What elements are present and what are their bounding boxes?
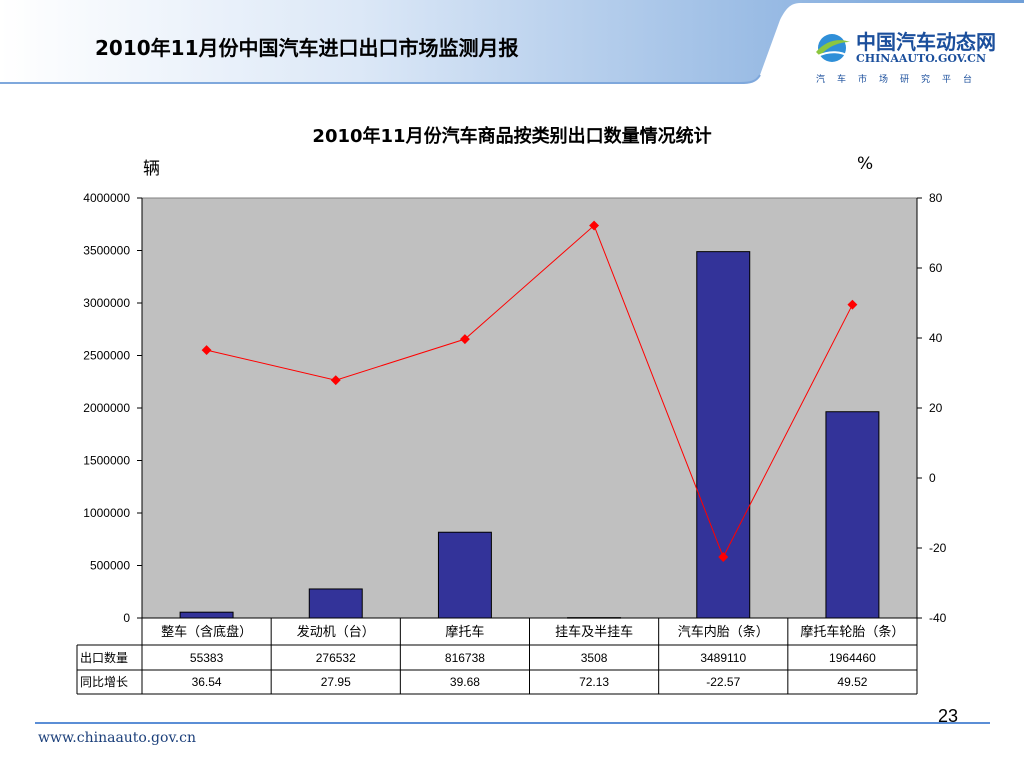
data-label-growth: -22.57 — [706, 675, 740, 689]
logo-english-name: CHINAAUTO.GOV.CN — [856, 52, 986, 65]
growth-line — [206, 224, 853, 559]
data-label-growth: 36.54 — [192, 675, 222, 689]
logo-subtitle: 汽车市场研究平台 — [816, 75, 985, 85]
bar — [696, 251, 751, 619]
y2-tick-label: 40 — [929, 331, 943, 345]
footer-divider — [35, 722, 990, 724]
x-tick-label: 摩托车 — [445, 624, 484, 639]
growth-point — [330, 375, 341, 386]
data-label-export: 3508 — [581, 651, 608, 665]
y-tick-label: 4000000 — [83, 191, 130, 205]
globe-swoosh-icon — [816, 34, 850, 62]
x-tick-label: 整车（含底盘） — [161, 624, 252, 639]
data-label-export: 1964460 — [829, 651, 876, 665]
y2-tick-label: 60 — [929, 261, 943, 275]
chinaauto-logo: 中国汽车动态网 CHINAAUTO.GOV.CN 汽车市场研究平台 — [812, 20, 1012, 90]
x-tick-label: 挂车及半挂车 — [555, 624, 633, 639]
y-tick-label: 3000000 — [83, 296, 130, 310]
y-tick-label: 0 — [123, 611, 130, 625]
y-tick-label: 2000000 — [83, 401, 130, 415]
y2-tick-label: 20 — [929, 401, 943, 415]
legend-label-growth: 同比增长 — [80, 675, 128, 689]
y2-tick-label: -40 — [929, 611, 947, 625]
y-tick-label: 2500000 — [83, 349, 130, 363]
bar — [437, 531, 492, 619]
plot-area — [141, 197, 918, 619]
y2-tick-label: -20 — [929, 541, 947, 555]
growth-point — [718, 552, 729, 562]
footer-url: www.chinaauto.gov.cn — [38, 730, 197, 746]
logo-chinese-name: 中国汽车动态网 — [856, 30, 996, 54]
data-label-growth: 39.68 — [450, 675, 480, 689]
data-label-export: 3489110 — [700, 651, 746, 665]
y-tick-label: 1500000 — [83, 454, 130, 468]
data-label-growth: 27.95 — [321, 675, 351, 689]
data-label-export: 55383 — [190, 651, 224, 665]
data-label-export: 816738 — [445, 651, 485, 665]
chart-title: 2010年11月份汽车商品按类别出口数量情况统计 — [312, 126, 712, 147]
growth-point — [589, 220, 600, 231]
slide-title: 2010年11月份中国汽车进口出口市场监测月报 — [95, 36, 519, 60]
y2-tick-label: 80 — [929, 191, 943, 205]
y-tick-label: 1000000 — [83, 506, 130, 520]
left-axis-unit: 辆 — [143, 159, 160, 179]
x-tick-label: 摩托车轮胎（条） — [800, 624, 904, 639]
bar — [179, 611, 234, 619]
bar — [308, 588, 363, 619]
y2-tick-label: 0 — [929, 471, 936, 485]
y-tick-label: 500000 — [90, 559, 130, 573]
right-axis-unit: % — [857, 154, 874, 174]
legend-label-export: 出口数量 — [80, 650, 128, 665]
growth-point — [201, 345, 212, 356]
growth-point — [847, 299, 858, 310]
header-banner — [0, 0, 1024, 84]
growth-point — [459, 334, 470, 345]
data-label-growth: 72.13 — [579, 675, 609, 689]
bar — [825, 411, 880, 619]
y-tick-label: 3500000 — [83, 244, 130, 258]
x-tick-label: 发动机（台） — [297, 624, 375, 639]
data-label-growth: 49.52 — [837, 675, 867, 689]
x-tick-label: 汽车内胎（条） — [678, 624, 769, 639]
page-number: 23 — [938, 706, 959, 726]
data-label-export: 276532 — [316, 651, 356, 665]
